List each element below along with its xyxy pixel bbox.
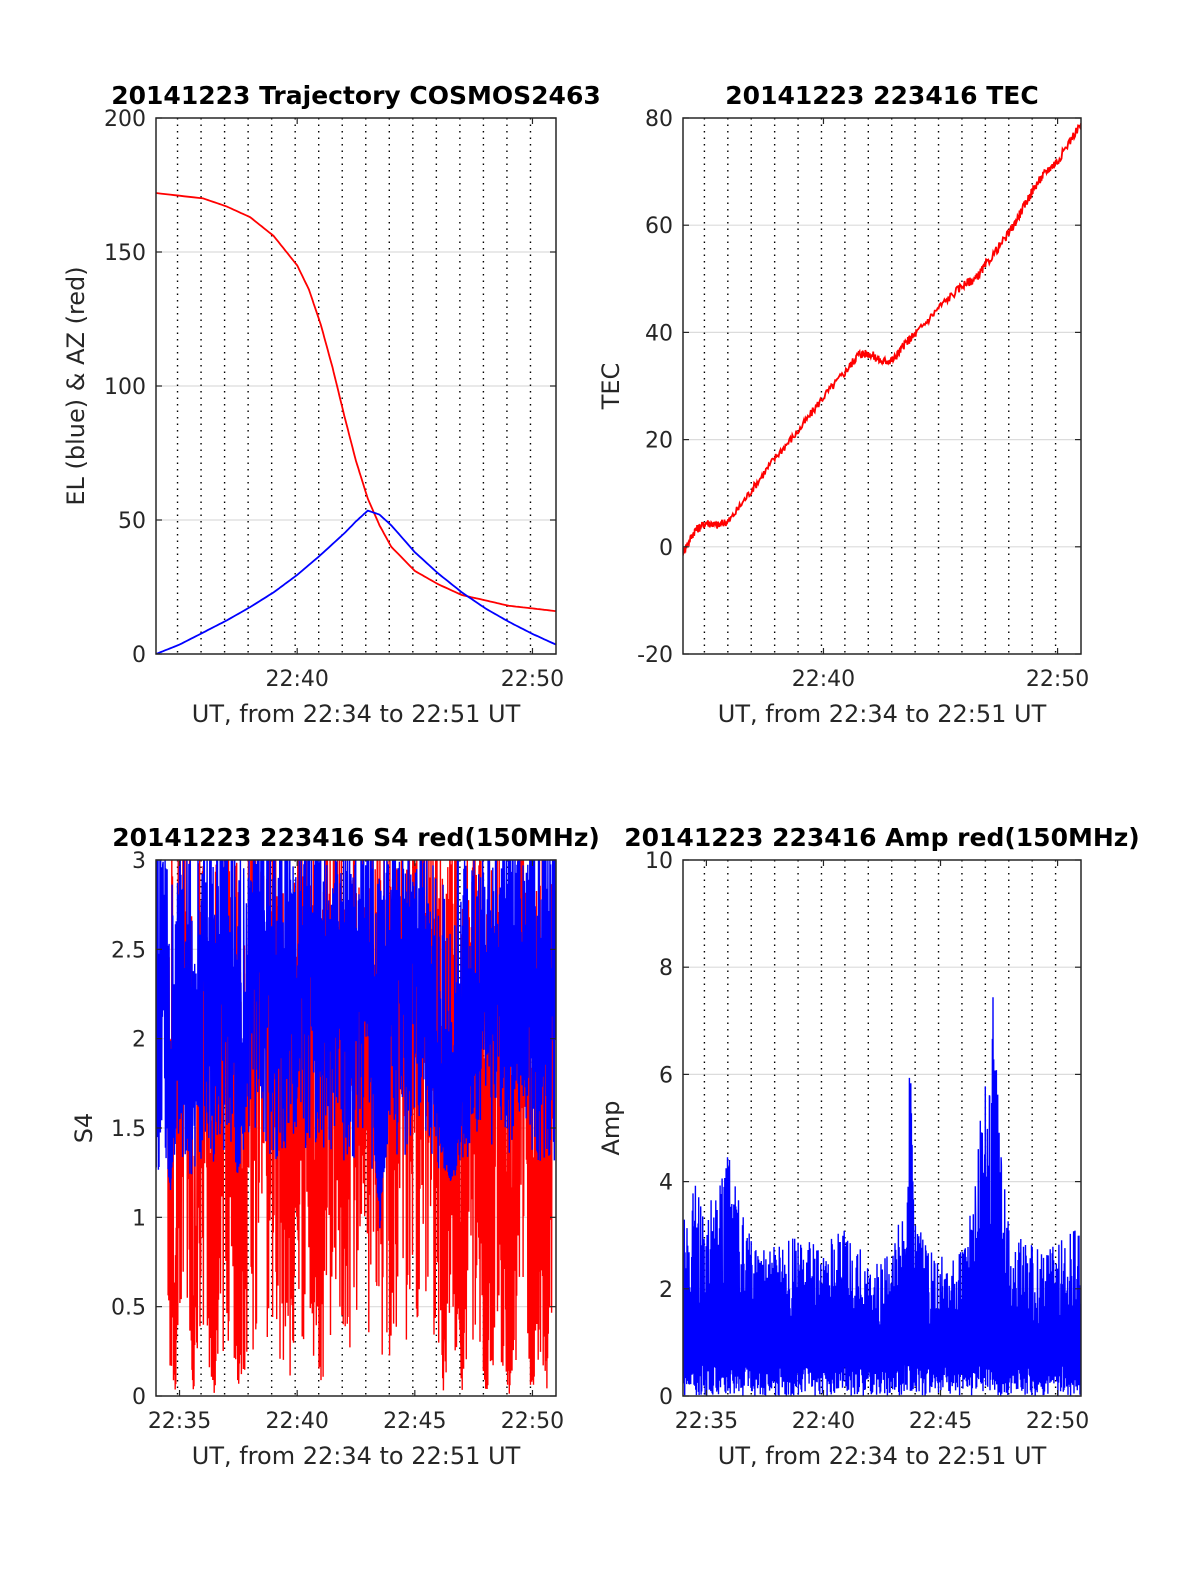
tec-ticks: -20 0 20 40 60 80 22:40 22:50 <box>637 107 1089 692</box>
tec-xtick-label-1: 22:50 <box>1026 667 1089 692</box>
amp-ytick-label-5: 10 <box>645 849 673 874</box>
tec-series-0 <box>683 123 1081 556</box>
amp-xtick-label-0: 22:35 <box>675 1409 738 1434</box>
tec-title: 20141223 223416 TEC <box>725 81 1038 110</box>
s4-ytick-label-0: 0 <box>132 1385 146 1410</box>
amp-ticks: 0 2 4 6 8 10 22:35 22:40 22:45 22:50 <box>645 849 1089 1434</box>
s4-series-1 <box>156 860 556 1229</box>
s4-xtick-label-2: 22:45 <box>383 1409 446 1434</box>
s4-ytick-label-3: 1.5 <box>111 1117 146 1142</box>
amp-xtick-label-3: 22:50 <box>1026 1409 1089 1434</box>
s4-title: 20141223 223416 S4 red(150MHz) <box>112 823 600 852</box>
s4-ytick-label-1: 0.5 <box>111 1296 146 1321</box>
tec-ytick-label-1: 0 <box>659 536 673 561</box>
tec-ytick-label-4: 60 <box>645 214 673 239</box>
trajectory-xtick-label-0: 22:40 <box>265 667 328 692</box>
s4-x-axis-label: UT, from 22:34 to 22:51 UT <box>192 1442 521 1470</box>
trajectory-x-axis-label: UT, from 22:34 to 22:51 UT <box>192 700 521 728</box>
trajectory-ytick-label-1: 50 <box>118 509 146 534</box>
trajectory-grid <box>156 118 556 654</box>
tec-ytick-label-0: -20 <box>637 643 673 668</box>
tec-ytick-label-3: 40 <box>645 321 673 346</box>
trajectory-panel: 0 50 100 150 200 22:40 22:50 20141223 Trajecto… <box>62 81 601 728</box>
amp-axes-box <box>682 859 1082 1397</box>
s4-xtick-label-3: 22:50 <box>501 1409 564 1434</box>
amp-y-axis-label: Amp <box>597 1100 625 1155</box>
tec-y-axis-label: TEC <box>597 363 625 411</box>
s4-ytick-label-6: 3 <box>132 849 146 874</box>
s4-panel: 0 0.5 1 1.5 2 2.5 3 22:35 22:40 22:45 22:50 201412… <box>70 823 600 1470</box>
tec-axes-box <box>682 117 1082 655</box>
s4-ytick-label-5: 2.5 <box>111 938 146 963</box>
amp-ytick-label-1: 2 <box>659 1278 673 1303</box>
s4-series <box>156 860 556 1394</box>
tec-ytick-label-2: 20 <box>645 429 673 454</box>
trajectory-series-1 <box>156 509 556 654</box>
amp-series <box>683 997 1081 1396</box>
trajectory-title: 20141223 Trajectory COSMOS2463 <box>111 81 601 110</box>
amp-xtick-label-1: 22:40 <box>792 1409 855 1434</box>
tec-x-axis-label: UT, from 22:34 to 22:51 UT <box>718 700 1047 728</box>
tec-xtick-label-0: 22:40 <box>792 667 855 692</box>
amp-ytick-label-4: 8 <box>659 956 673 981</box>
amp-x-axis-label: UT, from 22:34 to 22:51 UT <box>718 1442 1047 1470</box>
amp-ytick-label-3: 6 <box>659 1063 673 1088</box>
amp-title: 20141223 223416 Amp red(150MHz) <box>624 823 1140 852</box>
trajectory-ytick-label-4: 200 <box>104 107 146 132</box>
amp-xtick-label-2: 22:45 <box>909 1409 972 1434</box>
s4-ytick-label-4: 2 <box>132 1028 146 1053</box>
s4-y-axis-label: S4 <box>70 1113 98 1144</box>
s4-ytick-label-2: 1 <box>132 1206 146 1231</box>
trajectory-ticks: 0 50 100 150 200 22:40 22:50 <box>104 107 564 692</box>
trajectory-ytick-label-2: 100 <box>104 375 146 400</box>
amp-ytick-label-0: 0 <box>659 1385 673 1410</box>
trajectory-series-0 <box>156 192 556 612</box>
trajectory-ytick-label-3: 150 <box>104 241 146 266</box>
tec-panel: -20 0 20 40 60 80 22:40 22:50 20141223 223416 T… <box>597 81 1089 728</box>
amp-panel: 0 2 4 6 8 10 22:35 22:40 22:45 22:50 20141223 223… <box>597 823 1140 1470</box>
s4-xtick-label-0: 22:35 <box>148 1409 211 1434</box>
amp-series-0 <box>683 997 1081 1396</box>
trajectory-y-axis-label: EL (blue) & AZ (red) <box>62 266 90 505</box>
amp-ytick-label-2: 4 <box>659 1171 673 1196</box>
trajectory-ytick-label-0: 0 <box>132 643 146 668</box>
tec-ytick-label-5: 80 <box>645 107 673 132</box>
s4-xtick-label-1: 22:40 <box>265 1409 328 1434</box>
tec-series <box>683 123 1081 556</box>
trajectory-xtick-label-1: 22:50 <box>501 667 564 692</box>
trajectory-series <box>156 192 556 654</box>
s4-ticks: 0 0.5 1 1.5 2 2.5 3 22:35 22:40 22:45 22:50 <box>111 849 564 1434</box>
